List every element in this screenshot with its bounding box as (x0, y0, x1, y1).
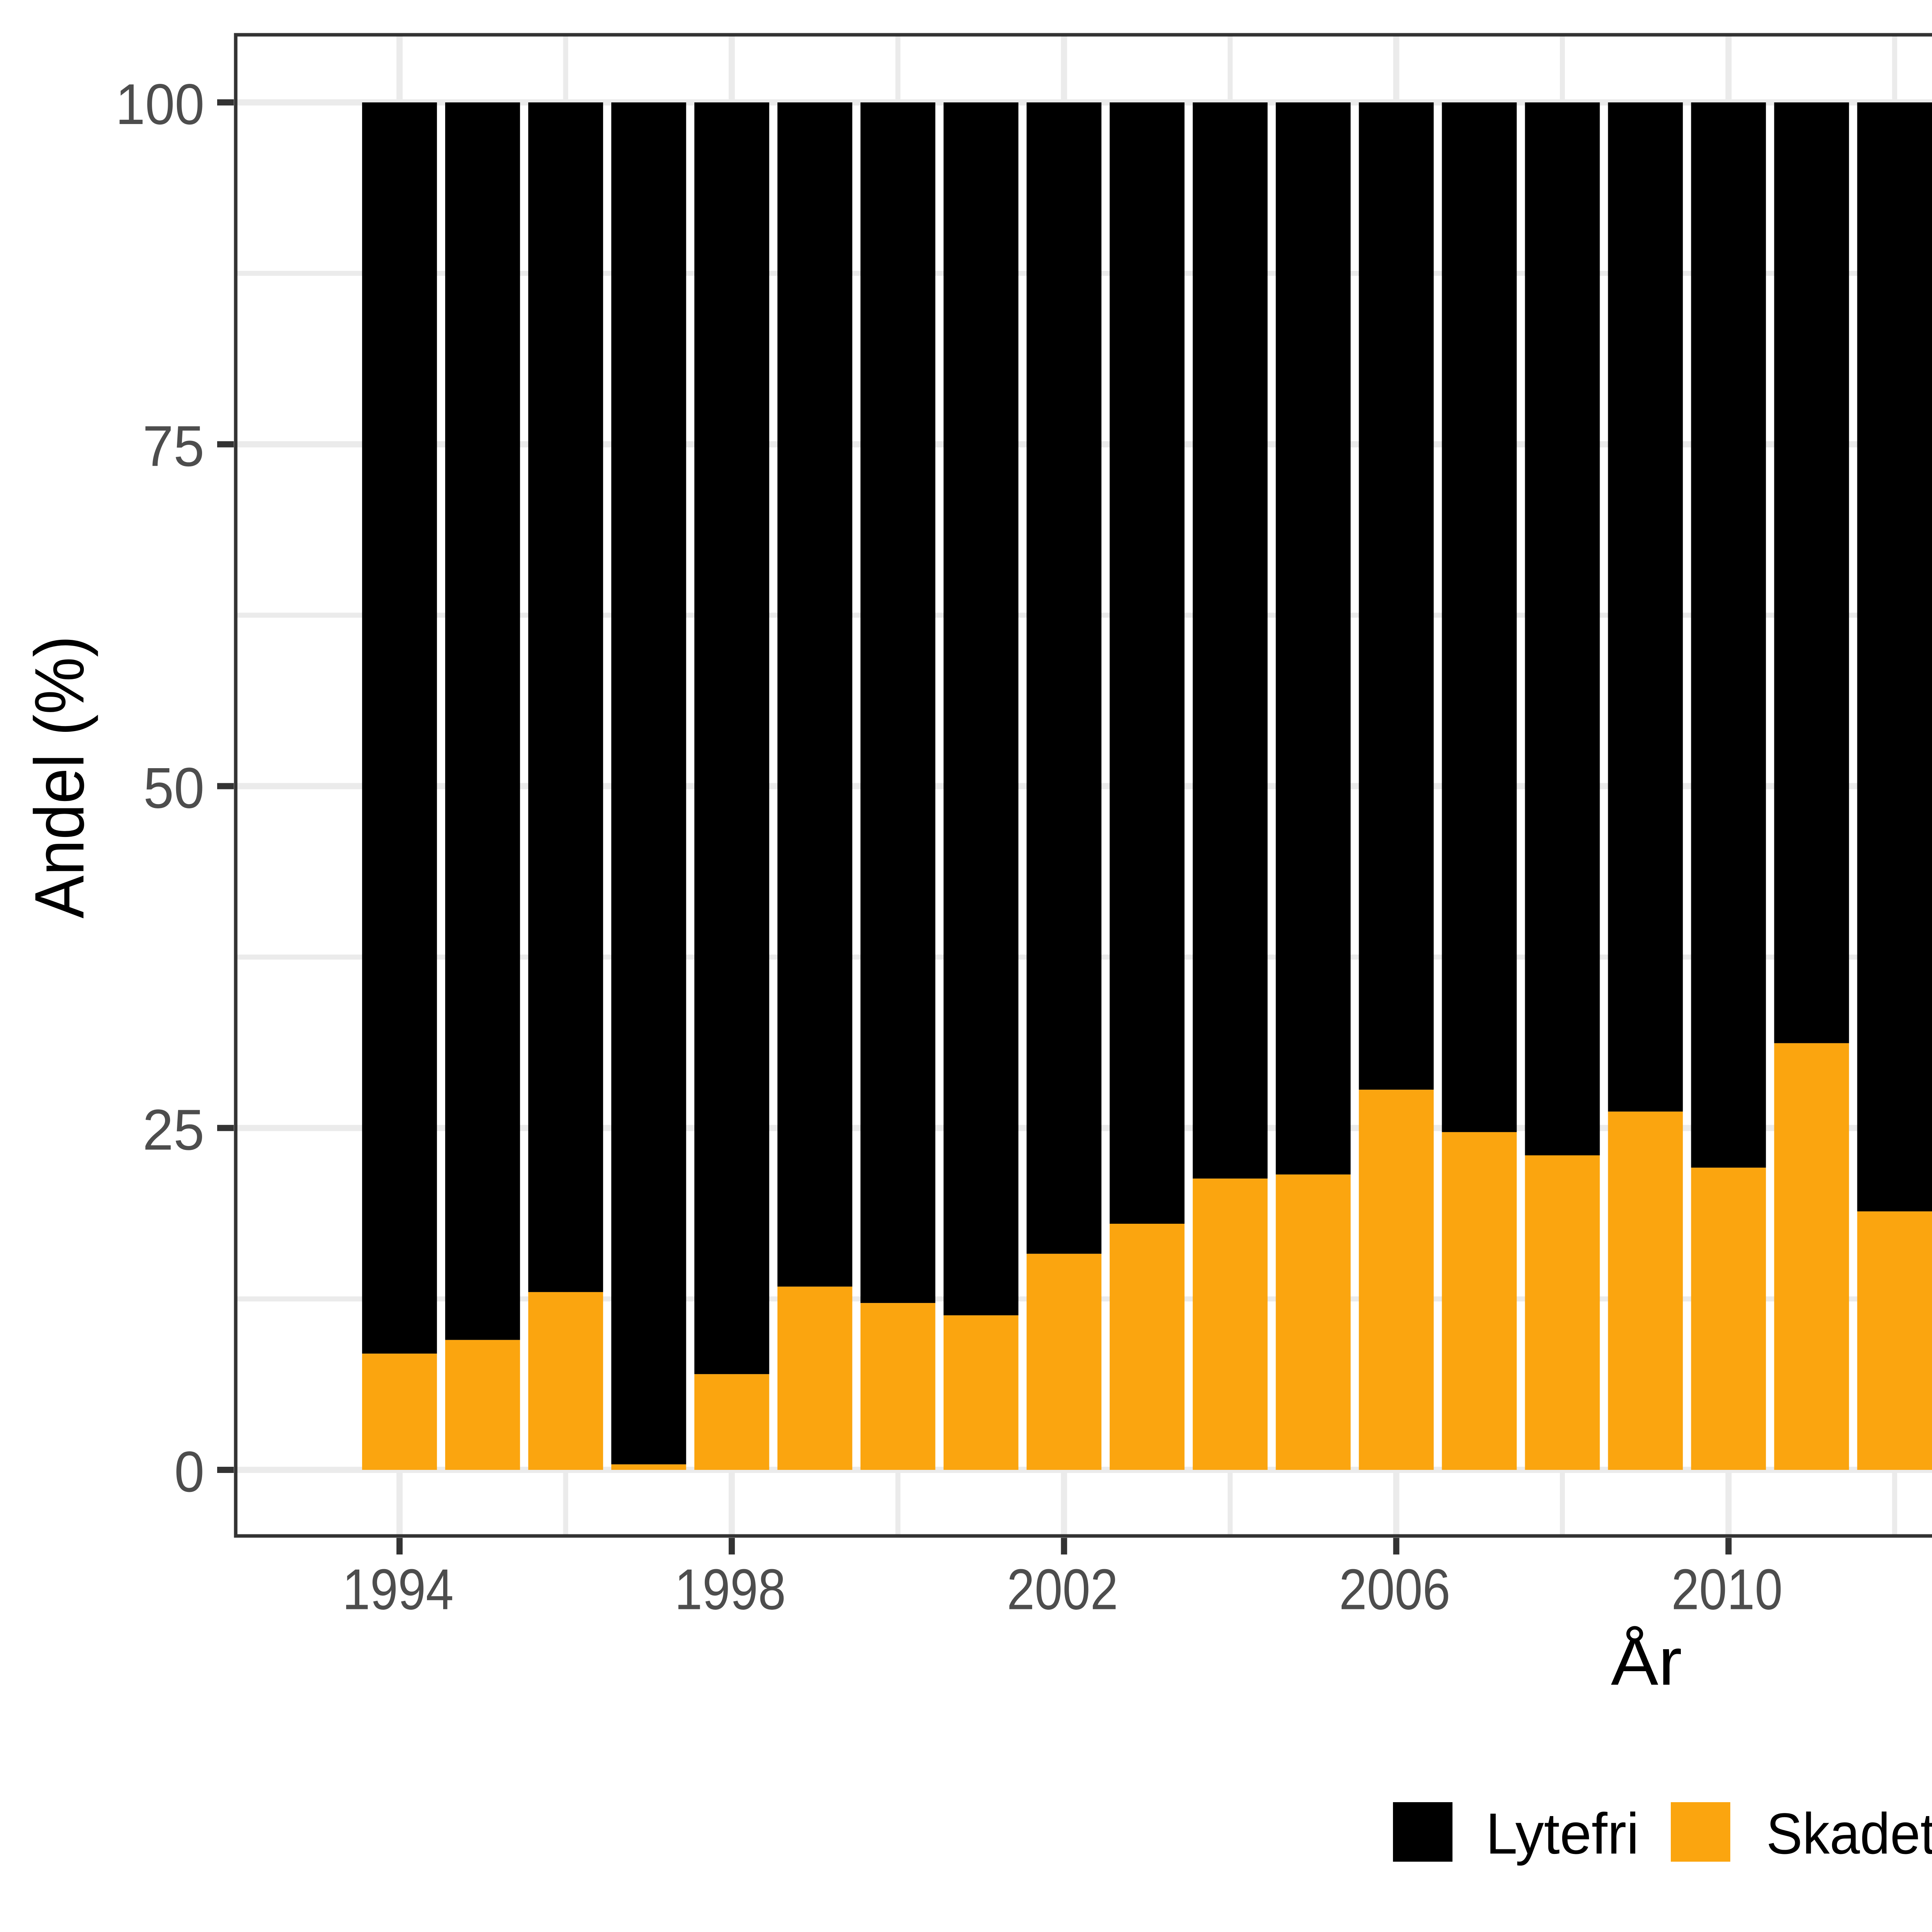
svg-text:1998: 1998 (675, 1557, 786, 1622)
svg-text:100: 100 (116, 72, 204, 136)
svg-text:2006: 2006 (1339, 1557, 1451, 1622)
svg-text:1994: 1994 (342, 1557, 454, 1622)
svg-text:0: 0 (174, 1439, 204, 1504)
svg-text:50: 50 (143, 756, 204, 820)
svg-text:2010: 2010 (1671, 1557, 1782, 1622)
svg-text:Lytefri: Lytefri (1486, 1801, 1639, 1866)
svg-text:25: 25 (143, 1097, 204, 1162)
svg-text:Skadet: Skadet (1766, 1801, 1932, 1866)
svg-text:2002: 2002 (1007, 1557, 1118, 1622)
svg-text:75: 75 (143, 414, 204, 478)
svg-text:År: År (1611, 1624, 1682, 1699)
svg-text:Andel (%): Andel (%) (20, 636, 99, 918)
